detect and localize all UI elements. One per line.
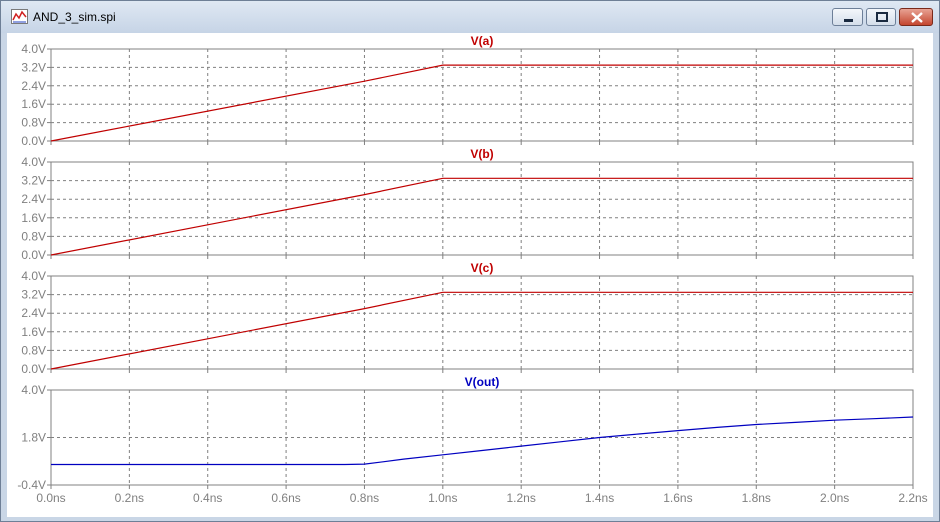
close-button[interactable] bbox=[899, 8, 933, 26]
pane-vc[interactable]: 0.0V 0.8V 1.6V 2.4V 3.2V 4.0V V(c) bbox=[21, 261, 914, 376]
trace-line[interactable] bbox=[50, 177, 913, 256]
x-tick-label: 1.6ns bbox=[663, 491, 692, 505]
x-tick-label: 0.6ns bbox=[271, 491, 300, 505]
y-tick-label: 4.0V bbox=[21, 269, 46, 283]
trace-line[interactable] bbox=[50, 291, 913, 370]
plot-area[interactable]: 0.0V 0.8V 1.6V 2.4V 3.2V 4.0V V(a) 0.0V 0.8V 1.6… bbox=[7, 33, 933, 517]
y-tick-label: 3.2V bbox=[21, 288, 46, 302]
maximize-icon bbox=[876, 12, 888, 22]
minimize-icon bbox=[844, 19, 853, 22]
y-tick-label: 0.8V bbox=[21, 116, 46, 130]
y-tick-label: 0.8V bbox=[21, 343, 46, 357]
x-tick-label: 0.4ns bbox=[193, 491, 222, 505]
y-tick-label: 1.6V bbox=[21, 325, 46, 339]
y-tick-label: 0.0V bbox=[21, 362, 46, 376]
y-tick-label: 1.6V bbox=[21, 211, 46, 225]
x-tick-label: 1.2ns bbox=[507, 491, 536, 505]
x-tick-label: 0.8ns bbox=[350, 491, 379, 505]
waveform-chart[interactable]: 0.0V 0.8V 1.6V 2.4V 3.2V 4.0V V(a) 0.0V 0.8V 1.6… bbox=[7, 33, 933, 517]
trace-line[interactable] bbox=[50, 64, 913, 142]
y-tick-label: 1.6V bbox=[21, 97, 46, 111]
minimize-button[interactable] bbox=[832, 8, 863, 26]
y-tick-label: 0.0V bbox=[21, 248, 46, 262]
y-tick-label: 4.0V bbox=[21, 42, 46, 56]
y-tick-label: 0.8V bbox=[21, 229, 46, 243]
plot-frame bbox=[50, 48, 914, 142]
close-icon bbox=[911, 12, 923, 23]
plot-frame bbox=[50, 275, 914, 370]
y-tick-label: 4.0V bbox=[21, 383, 46, 397]
trace-title[interactable]: V(out) bbox=[465, 375, 500, 389]
title-bar[interactable]: AND_3_sim.spi bbox=[1, 1, 939, 33]
y-tick-label: 3.2V bbox=[21, 60, 46, 74]
plot-frame bbox=[50, 161, 914, 256]
y-tick-label: 2.4V bbox=[21, 79, 46, 93]
trace-title[interactable]: V(c) bbox=[471, 261, 494, 275]
x-tick-label: 0.2ns bbox=[115, 491, 144, 505]
x-tick-label: 2.2ns bbox=[898, 491, 927, 505]
pane-va[interactable]: 0.0V 0.8V 1.6V 2.4V 3.2V 4.0V V(a) bbox=[21, 34, 914, 148]
y-tick-label: 4.0V bbox=[21, 155, 46, 169]
trace-line[interactable] bbox=[51, 416, 914, 466]
x-tick-label: 0.0ns bbox=[36, 491, 65, 505]
trace-title[interactable]: V(a) bbox=[471, 34, 494, 48]
x-tick-label: 1.0ns bbox=[428, 491, 457, 505]
x-tick-label: 1.4ns bbox=[585, 491, 614, 505]
y-tick-label: 2.4V bbox=[21, 192, 46, 206]
pane-vb[interactable]: 0.0V 0.8V 1.6V 2.4V 3.2V 4.0V V(b) bbox=[21, 147, 914, 262]
maximize-button[interactable] bbox=[866, 8, 896, 26]
x-tick-label: 2.0ns bbox=[820, 491, 849, 505]
waveform-icon bbox=[11, 9, 28, 24]
x-tick-label: 1.8ns bbox=[742, 491, 771, 505]
pane-vout[interactable]: -0.4V 1.8V 4.0V V(out) 0.0ns 0.2ns 0.4ns 0.6ns 0… bbox=[17, 375, 927, 505]
y-tick-label: -0.4V bbox=[17, 478, 46, 492]
trace-title[interactable]: V(b) bbox=[470, 147, 493, 161]
window-title: AND_3_sim.spi bbox=[33, 10, 116, 24]
y-tick-label: 2.4V bbox=[21, 306, 46, 320]
y-tick-label: 1.8V bbox=[21, 431, 46, 445]
y-tick-label: 0.0V bbox=[21, 134, 46, 148]
y-tick-label: 3.2V bbox=[21, 174, 46, 188]
